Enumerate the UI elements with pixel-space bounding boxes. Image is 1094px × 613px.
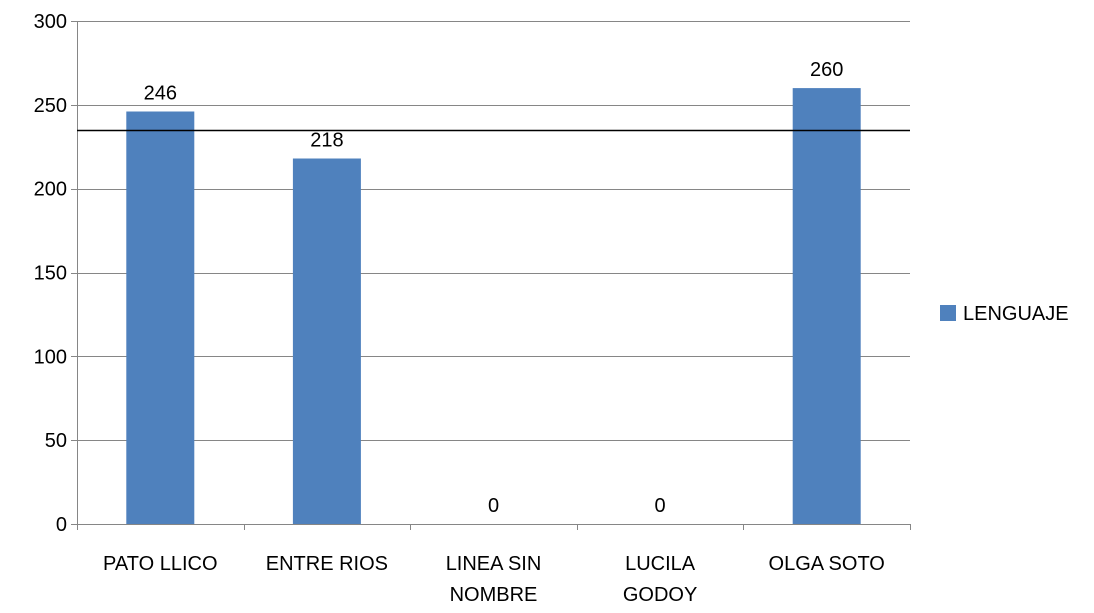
legend-label: LENGUAJE [963,303,1069,325]
axes [71,21,911,530]
y-tick-label: 300 [34,11,67,33]
data-labels: 246 218 0 0 260 [144,59,844,517]
y-tick-label: 200 [34,179,67,201]
legend: LENGUAJE [940,303,1069,325]
data-label: 260 [810,59,843,81]
data-label: 0 [655,495,666,517]
y-tick-label: 0 [56,514,67,536]
x-category-label: OLGA SOTO [769,553,885,575]
x-category-label: LUCILA GODOY [623,553,697,606]
x-category-label: PATO LLICO [103,553,217,575]
data-label: 0 [488,495,499,517]
bar [792,88,861,524]
data-label: 246 [144,83,177,105]
legend-swatch [940,305,956,321]
y-tick-label: 250 [34,95,67,117]
x-category-label: LINEA SIN NOMBRE [446,553,542,606]
bar [292,158,361,524]
y-axis-ticks: 0 50 100 150 200 250 300 [34,11,67,536]
y-tick-label: 50 [45,430,67,452]
gridlines [77,21,910,441]
data-label: 218 [310,130,343,152]
bars [126,88,861,524]
bar [126,111,195,524]
category-labels: PATO LLICO ENTRE RIOS LINEA SIN NOMBRE LUCIL… [103,553,885,606]
y-tick-label: 100 [34,346,67,368]
x-category-label: ENTRE RIOS [266,553,388,575]
y-tick-label: 150 [34,263,67,285]
